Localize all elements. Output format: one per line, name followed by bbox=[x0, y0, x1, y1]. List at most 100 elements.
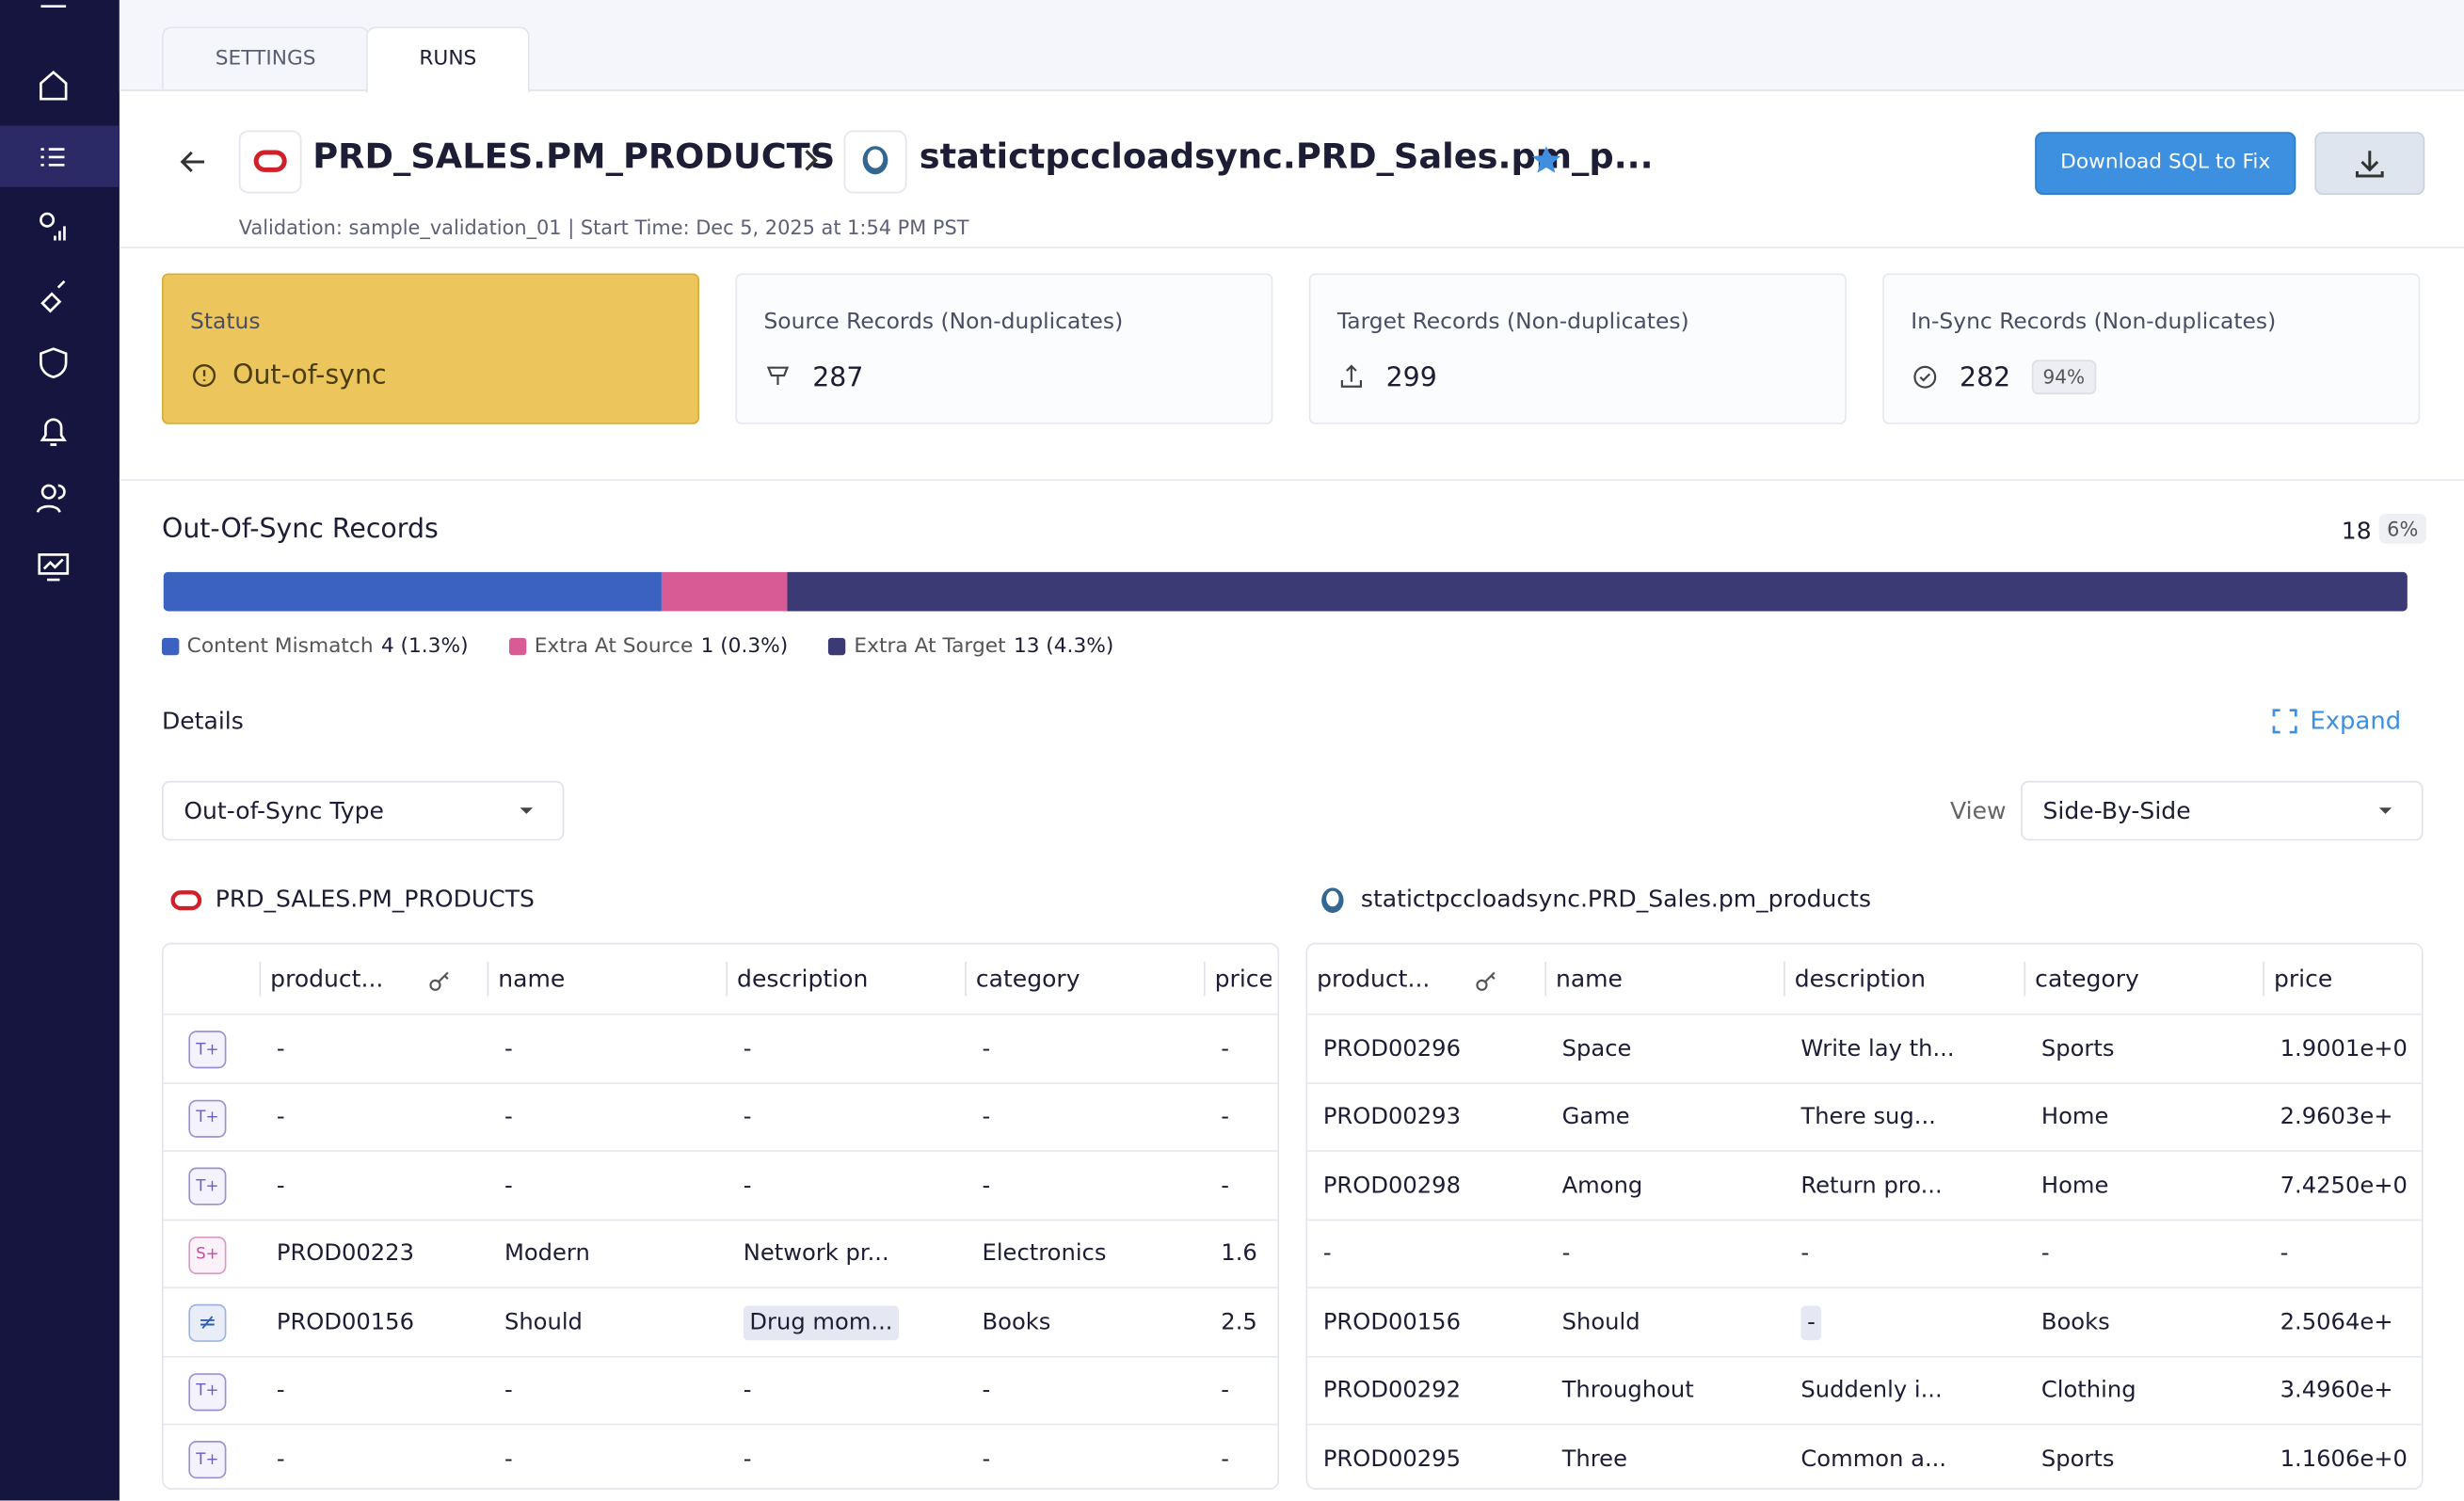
table-header: product... name description category price bbox=[163, 944, 1278, 1014]
cell-text: Among bbox=[1561, 1173, 1643, 1199]
tab-active[interactable]: RUNS bbox=[366, 26, 530, 93]
column-divider bbox=[965, 961, 967, 997]
table-cell: - bbox=[1323, 1220, 1546, 1288]
view-dropdown[interactable]: Side-By-Side bbox=[2021, 780, 2424, 841]
postgres-icon bbox=[1321, 887, 1344, 914]
table-cell: 2.5064e+ bbox=[2280, 1288, 2422, 1357]
table-row: PROD00295 Three Common a... Sports 1.1606e+0 bbox=[1307, 1423, 2422, 1488]
column-header: product... bbox=[270, 965, 384, 994]
legend: Content Mismatch 4 (1.3%) Extra At Source 1(… bbox=[161, 634, 1113, 659]
table-cell: - bbox=[504, 1152, 728, 1221]
postgres-icon bbox=[843, 130, 907, 194]
section-title: Out-Of-Sync Records bbox=[161, 513, 439, 546]
filter-dropdown[interactable]: Out-of-Sync Type bbox=[161, 780, 565, 841]
legend-swatch bbox=[828, 637, 847, 656]
table-cell: - bbox=[983, 1425, 1206, 1488]
table-header: product... name description category price bbox=[1307, 944, 2422, 1014]
cell-text: Drug mom... bbox=[743, 1305, 900, 1340]
insync-card: In-Sync Records (Non-duplicates) 282 94% bbox=[1882, 273, 2421, 424]
cell-text: There sug... bbox=[1800, 1105, 1936, 1130]
download-sql-button[interactable]: Download SQL to Fix bbox=[2035, 132, 2296, 196]
row-type-badge: T+ bbox=[188, 1441, 227, 1479]
source-card: Source Records (Non-duplicates) 287 bbox=[735, 273, 1273, 424]
status-card: Status Out-of-sync bbox=[161, 273, 699, 424]
source-table: product... name description category price T+… bbox=[161, 942, 1280, 1490]
row-type-badge: T+ bbox=[188, 1372, 227, 1411]
table-cell: - bbox=[1800, 1288, 2025, 1357]
table-cell: PROD00223 bbox=[277, 1220, 488, 1288]
view-label: View bbox=[1950, 796, 2007, 825]
table-cell: PROD00156 bbox=[1323, 1288, 1546, 1357]
table-cell: PROD00298 bbox=[1323, 1152, 1546, 1221]
cell-text: Write lay th... bbox=[1800, 1036, 1955, 1062]
cell-text: - bbox=[743, 1173, 752, 1199]
table-cell: Sports bbox=[2040, 1425, 2264, 1488]
cell-text: - bbox=[982, 1378, 991, 1404]
stacked-bar bbox=[163, 571, 2408, 612]
table-cell: Books bbox=[2041, 1288, 2264, 1357]
details-title: Details bbox=[161, 707, 244, 736]
download-button[interactable] bbox=[2314, 132, 2425, 196]
table-cell: - bbox=[277, 1083, 488, 1152]
table-cell: Drug mom... bbox=[743, 1288, 967, 1357]
legend-pct: (1.3%) bbox=[400, 634, 469, 659]
table-row: ≠ PROD00156 Should Drug mom... Books 2.5 bbox=[163, 1286, 1278, 1357]
table-cell: Network pr... bbox=[744, 1220, 967, 1288]
target-table-title: statictpccloadsync.PRD_Sales.pm_products bbox=[1360, 885, 1872, 914]
table-cell: - bbox=[744, 1425, 967, 1488]
oracle-icon bbox=[170, 890, 202, 911]
card-label: Status bbox=[190, 309, 261, 335]
table-row: PROD00292 Throughout Suddenly i... Clothing… bbox=[1307, 1355, 2422, 1425]
card-icon bbox=[1913, 365, 1937, 389]
table-cell: - bbox=[1221, 1015, 1277, 1084]
divider bbox=[119, 479, 2464, 481]
cell-text: - bbox=[276, 1378, 285, 1404]
table-row: T+ - - - - - bbox=[163, 1150, 1278, 1221]
table-cell: - bbox=[504, 1357, 728, 1426]
table-cell: - bbox=[983, 1015, 1206, 1084]
cell-text: 1.1606e+0 bbox=[2280, 1446, 2408, 1473]
chevron bbox=[805, 150, 818, 171]
cell-text: 7.4250e+0 bbox=[2280, 1173, 2408, 1199]
column-header: description bbox=[1794, 965, 1926, 994]
sidebar-icons[interactable] bbox=[0, 0, 120, 629]
back-button[interactable] bbox=[176, 145, 211, 180]
cell-text: - bbox=[276, 1036, 285, 1062]
card-label: Target Records (Non-duplicates) bbox=[1336, 309, 1689, 335]
table-cell: Among bbox=[1562, 1152, 1785, 1221]
cell-text: - bbox=[1800, 1241, 1810, 1268]
cell-text: Return pro... bbox=[1800, 1173, 1943, 1199]
subtitle: Validation: sample_validation_01 | Start… bbox=[238, 215, 969, 239]
table-cell: Home bbox=[2041, 1083, 2264, 1152]
legend-item: Content Mismatch 4 (1.3%) bbox=[161, 634, 469, 659]
expand-icon bbox=[2272, 709, 2297, 734]
expand-button[interactable]: Expand bbox=[2310, 707, 2402, 736]
favorite-star[interactable] bbox=[1530, 145, 1561, 176]
cell-text: Modern bbox=[504, 1241, 590, 1268]
filter-text: Out-of-Sync Type bbox=[184, 796, 384, 825]
table-cell: Throughout bbox=[1562, 1357, 1785, 1426]
tab[interactable]: SETTINGS bbox=[161, 26, 370, 91]
column-divider bbox=[259, 961, 262, 997]
row-type-badge: S+ bbox=[188, 1236, 227, 1274]
table-row: PROD00156 Should - Books 2.5064e+ bbox=[1307, 1286, 2422, 1356]
table-cell: - bbox=[744, 1357, 967, 1426]
table-cell: 7.4250e+0 bbox=[2280, 1152, 2422, 1221]
cell-text: 2.5 bbox=[1221, 1310, 1257, 1335]
card-badge: 94% bbox=[2031, 359, 2096, 395]
cell-text: - bbox=[982, 1173, 991, 1199]
table-cell: 3.4960e+ bbox=[2280, 1357, 2422, 1426]
table-cell: - bbox=[744, 1015, 967, 1084]
total-pct: 6% bbox=[2378, 513, 2426, 544]
table-row: T+ - - - - - bbox=[163, 1081, 1278, 1152]
cell-text: 2.9603e+ bbox=[2280, 1105, 2393, 1130]
column-header: category bbox=[2035, 965, 2139, 994]
divider bbox=[119, 247, 2464, 248]
table-cell: Modern bbox=[504, 1220, 728, 1288]
cell-text: - bbox=[2280, 1241, 2289, 1268]
table-cell: Return pro... bbox=[1800, 1152, 2025, 1221]
key-icon bbox=[429, 971, 449, 991]
cell-text: PROD00293 bbox=[1322, 1105, 1461, 1130]
cell-text: Sports bbox=[2040, 1446, 2115, 1473]
cell-text: Throughout bbox=[1561, 1378, 1694, 1404]
